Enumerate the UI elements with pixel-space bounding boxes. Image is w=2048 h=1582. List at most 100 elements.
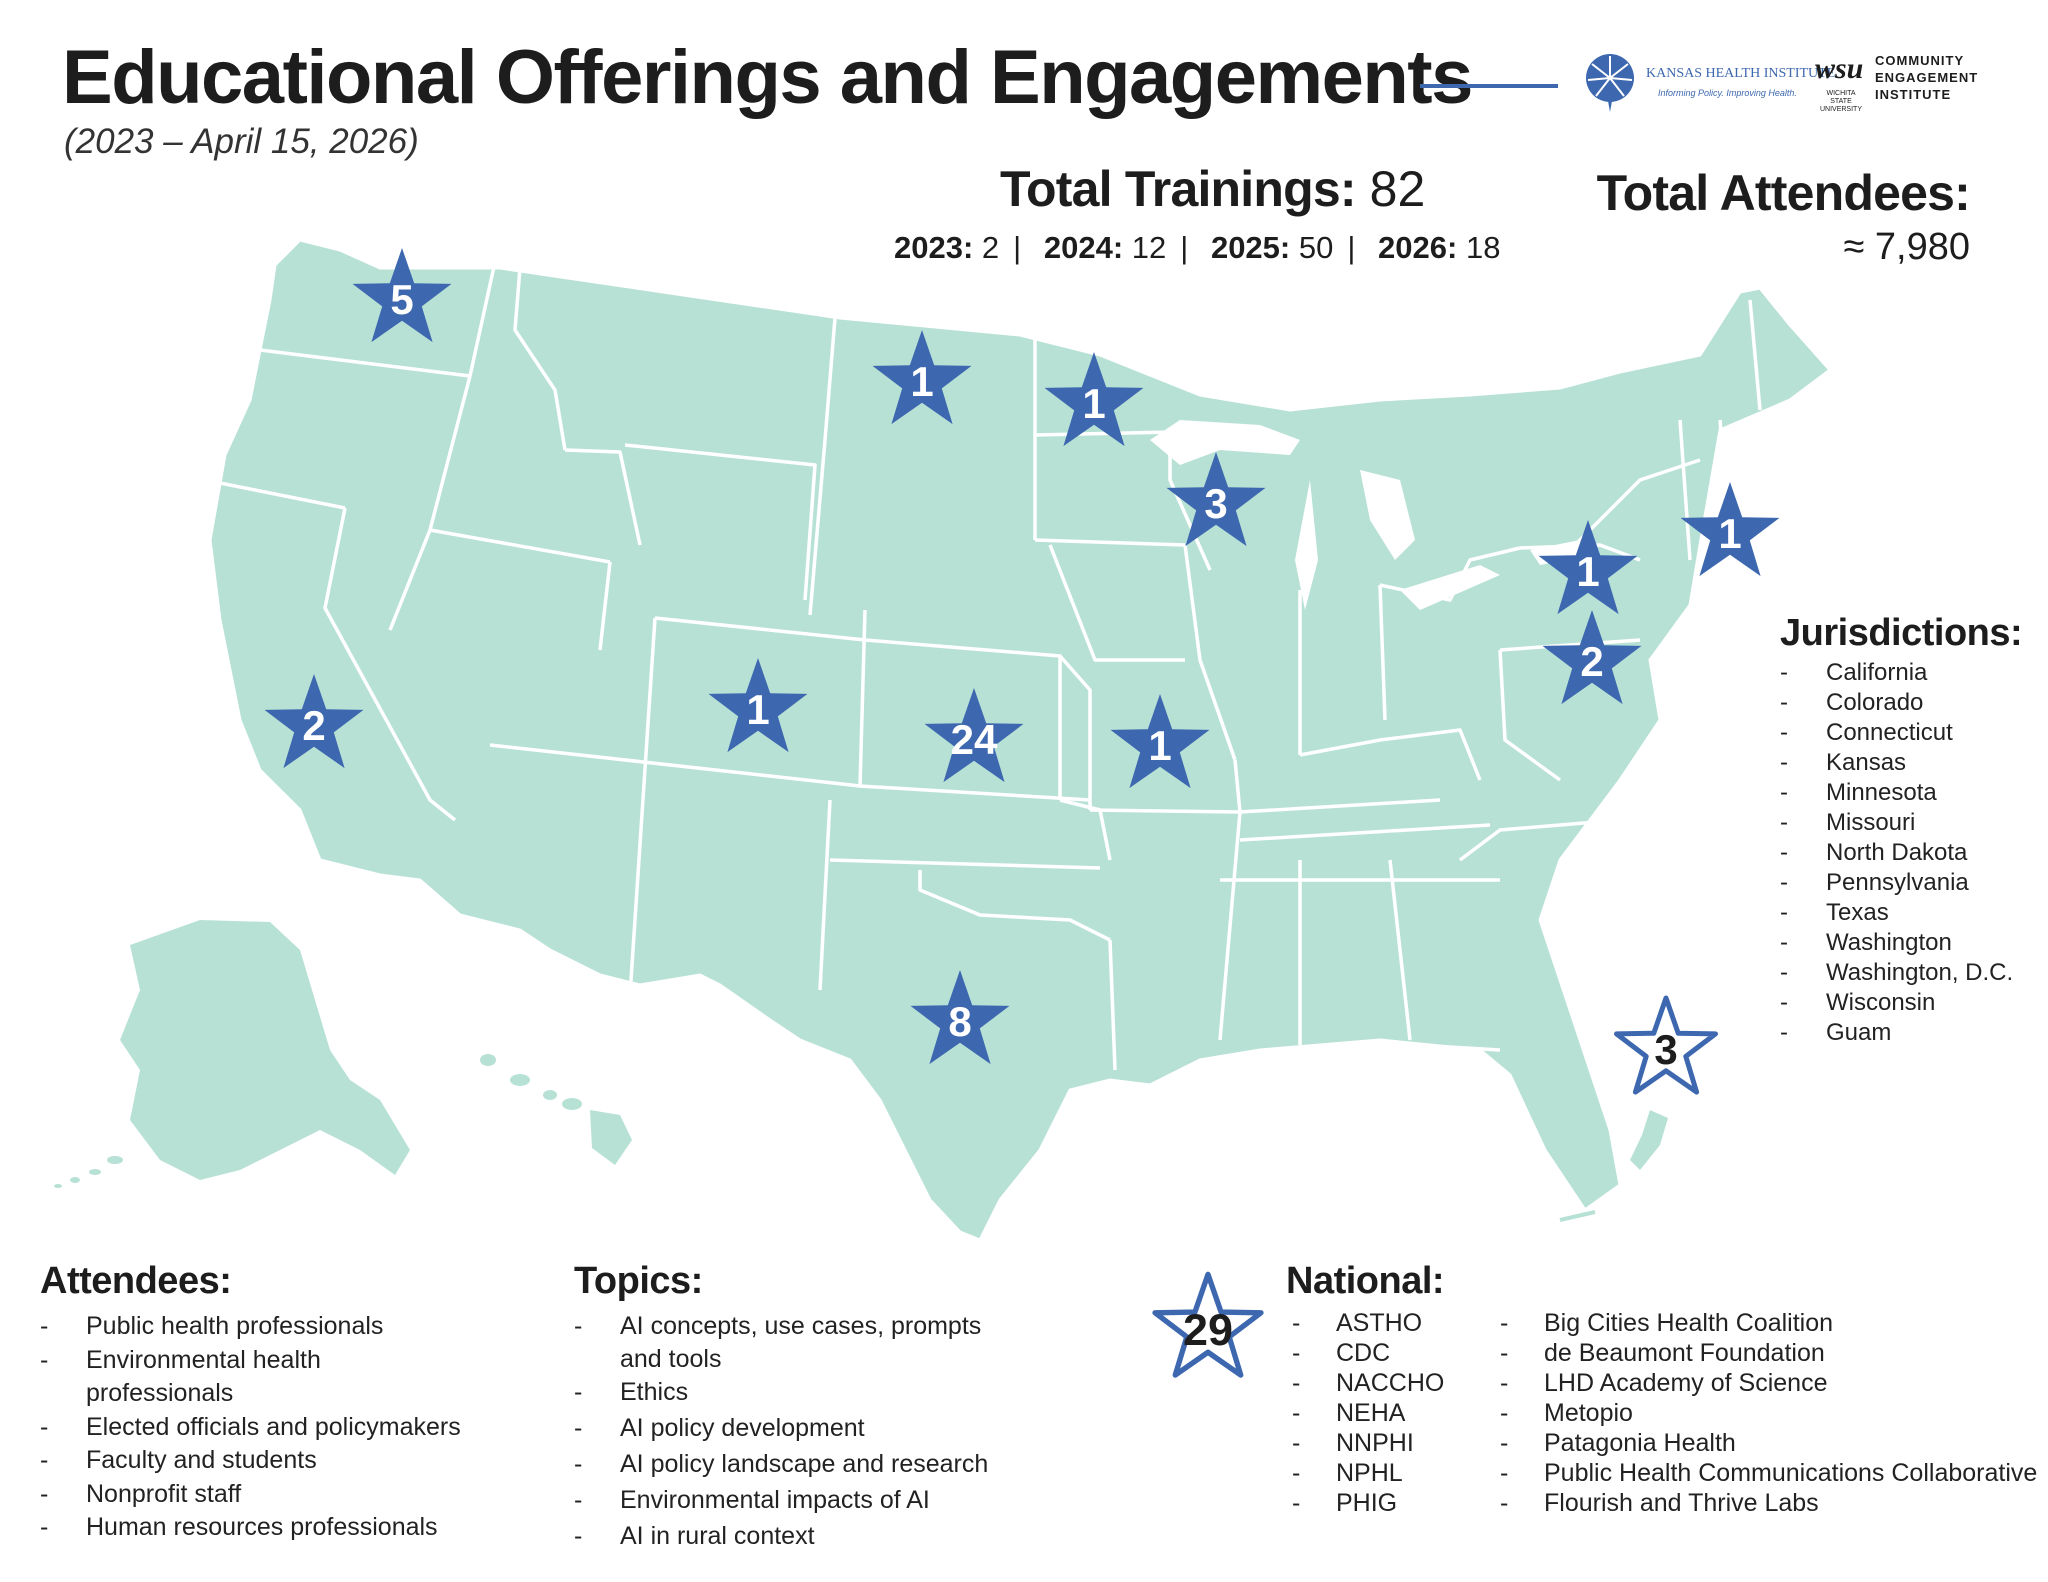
- svg-text:2: 2: [1580, 638, 1603, 685]
- marker-california: 2: [264, 674, 364, 769]
- list-item: de Beaumont Foundation: [1500, 1338, 2037, 1368]
- list-item: Faculty and students: [40, 1444, 461, 1478]
- state-borders: [214, 261, 1762, 1071]
- list-item: Minnesota: [1780, 778, 2013, 808]
- svg-text:1: 1: [1576, 548, 1599, 595]
- wsu-mark: wsu: [1815, 52, 1864, 85]
- list-item: Big Cities Health Coalition: [1500, 1308, 2037, 1338]
- list-item: Colorado: [1780, 688, 2013, 718]
- wsu-community-engagement-logo: wsu WICHITA STATE UNIVERSITY COMMUNITY E…: [1815, 48, 2015, 114]
- marker-washington-dc: 2: [1542, 610, 1642, 705]
- list-item: NEHA: [1292, 1398, 1444, 1428]
- marker-texas: 8: [910, 970, 1010, 1065]
- list-item: Elected officials and policymakers: [40, 1411, 461, 1445]
- svg-text:1: 1: [910, 358, 933, 405]
- cei-name: COMMUNITY ENGAGEMENT INSTITUTE: [1875, 53, 1979, 102]
- svg-text:3: 3: [1204, 480, 1227, 527]
- kansas-health-institute-logo: KANSAS HEALTH INSTITUTE Informing Policy…: [1580, 50, 1835, 120]
- list-item: AI policy development: [574, 1412, 988, 1445]
- list-item: Flourish and Thrive Labs: [1500, 1488, 2037, 1518]
- marker-north-dakota: 1: [872, 330, 972, 425]
- hawaii-shape: [480, 1054, 632, 1165]
- total-trainings-value: 82: [1369, 161, 1426, 217]
- list-item: Environmental health: [40, 1344, 461, 1378]
- list-item: LHD Academy of Science: [1500, 1368, 2037, 1398]
- wsu-subtext: WICHITA STATE UNIVERSITY: [1819, 90, 1862, 113]
- alaska-shape: [120, 920, 410, 1180]
- list-item: Kansas: [1780, 748, 2013, 778]
- list-item: Missouri: [1780, 808, 2013, 838]
- svg-text:29: 29: [1183, 1304, 1233, 1355]
- list-item: North Dakota: [1780, 838, 2013, 868]
- svg-text:1: 1: [1082, 380, 1105, 427]
- list-item: Public health professionals: [40, 1310, 461, 1344]
- national-title: National:: [1286, 1260, 1445, 1302]
- marker-missouri: 1: [1110, 694, 1210, 789]
- list-item: NACCHO: [1292, 1368, 1444, 1398]
- national-list-col1: ASTHO CDC NACCHO NEHA NNPHI NPHL PHIG: [1292, 1308, 1444, 1518]
- total-trainings: Total Trainings: 82: [1000, 160, 1425, 218]
- list-item: CDC: [1292, 1338, 1444, 1368]
- svg-text:3: 3: [1654, 1026, 1677, 1073]
- list-item: Human resources professionals: [40, 1511, 461, 1545]
- list-item: Wisconsin: [1780, 988, 2013, 1018]
- list-item: Environmental impacts of AI: [574, 1484, 988, 1517]
- list-item: Guam: [1780, 1018, 2013, 1048]
- jurisdictions-title: Jurisdictions:: [1780, 612, 2023, 654]
- total-trainings-label: Total Trainings:: [1000, 161, 1357, 217]
- list-item: California: [1780, 658, 2013, 688]
- list-item: Connecticut: [1780, 718, 2013, 748]
- trainings-by-year: 2023: 2 | 2024: 12 | 2025: 50 | 2026: 18: [894, 230, 1501, 265]
- attendees-list: Public health professionals Environmenta…: [40, 1310, 461, 1545]
- alaska-islands: [54, 1156, 123, 1188]
- guam-shape: [1630, 1110, 1668, 1170]
- svg-text:1: 1: [746, 686, 769, 733]
- list-item: NNPHI: [1292, 1428, 1444, 1458]
- marker-national: 29: [1155, 1274, 1261, 1375]
- page-title: Educational Offerings and Engagements: [62, 35, 1473, 120]
- marker-guam: 3: [1617, 998, 1716, 1092]
- list-item: Patagonia Health: [1500, 1428, 2037, 1458]
- title-divider: [1420, 84, 1558, 88]
- page-subtitle: (2023 – April 15, 2026): [64, 122, 419, 161]
- topics-title: Topics:: [574, 1260, 703, 1302]
- list-item: Ethics: [574, 1376, 988, 1409]
- svg-text:1: 1: [1718, 510, 1741, 557]
- map-markers: 5 1 1 3 1 1 2 2: [264, 248, 1780, 1375]
- marker-minnesota: 1: [1044, 352, 1144, 447]
- marker-washington: 5: [352, 248, 452, 343]
- jurisdictions-list: California Colorado Connecticut Kansas M…: [1780, 658, 2013, 1048]
- svg-text:24: 24: [951, 716, 998, 763]
- list-item: Nonprofit staff: [40, 1478, 461, 1512]
- list-item: AI in rural context: [574, 1520, 988, 1553]
- list-item: Washington: [1780, 928, 2013, 958]
- khi-name: KANSAS HEALTH INSTITUTE: [1646, 66, 1836, 81]
- svg-text:8: 8: [948, 998, 971, 1045]
- total-attendees-label: Total Attendees:: [1596, 165, 1971, 221]
- list-item: Pennsylvania: [1780, 868, 2013, 898]
- marker-kansas: 24: [924, 688, 1024, 783]
- khi-tagline: Informing Policy. Improving Health.: [1658, 88, 1797, 98]
- khi-burst-icon: [1586, 54, 1634, 112]
- list-item: Metopio: [1500, 1398, 2037, 1428]
- florida-keys: [1559, 1210, 1596, 1222]
- marker-wisconsin: 3: [1166, 452, 1266, 547]
- total-attendees-value: ≈ 7,980: [1843, 226, 1970, 268]
- list-item: Washington, D.C.: [1780, 958, 2013, 988]
- list-item: Texas: [1780, 898, 2013, 928]
- list-item: ASTHO: [1292, 1308, 1444, 1338]
- marker-connecticut: 1: [1680, 482, 1780, 577]
- svg-text:2: 2: [302, 702, 325, 749]
- national-list-col2: Big Cities Health Coalition de Beaumont …: [1500, 1308, 2037, 1518]
- svg-text:5: 5: [390, 276, 413, 323]
- list-item: AI policy landscape and research: [574, 1448, 988, 1481]
- attendees-title: Attendees:: [40, 1260, 232, 1302]
- list-item: NPHL: [1292, 1458, 1444, 1488]
- marker-pennsylvania: 1: [1538, 520, 1638, 615]
- svg-text:1: 1: [1148, 722, 1171, 769]
- list-item: PHIG: [1292, 1488, 1444, 1518]
- list-item-continuation: professionals: [86, 1379, 234, 1407]
